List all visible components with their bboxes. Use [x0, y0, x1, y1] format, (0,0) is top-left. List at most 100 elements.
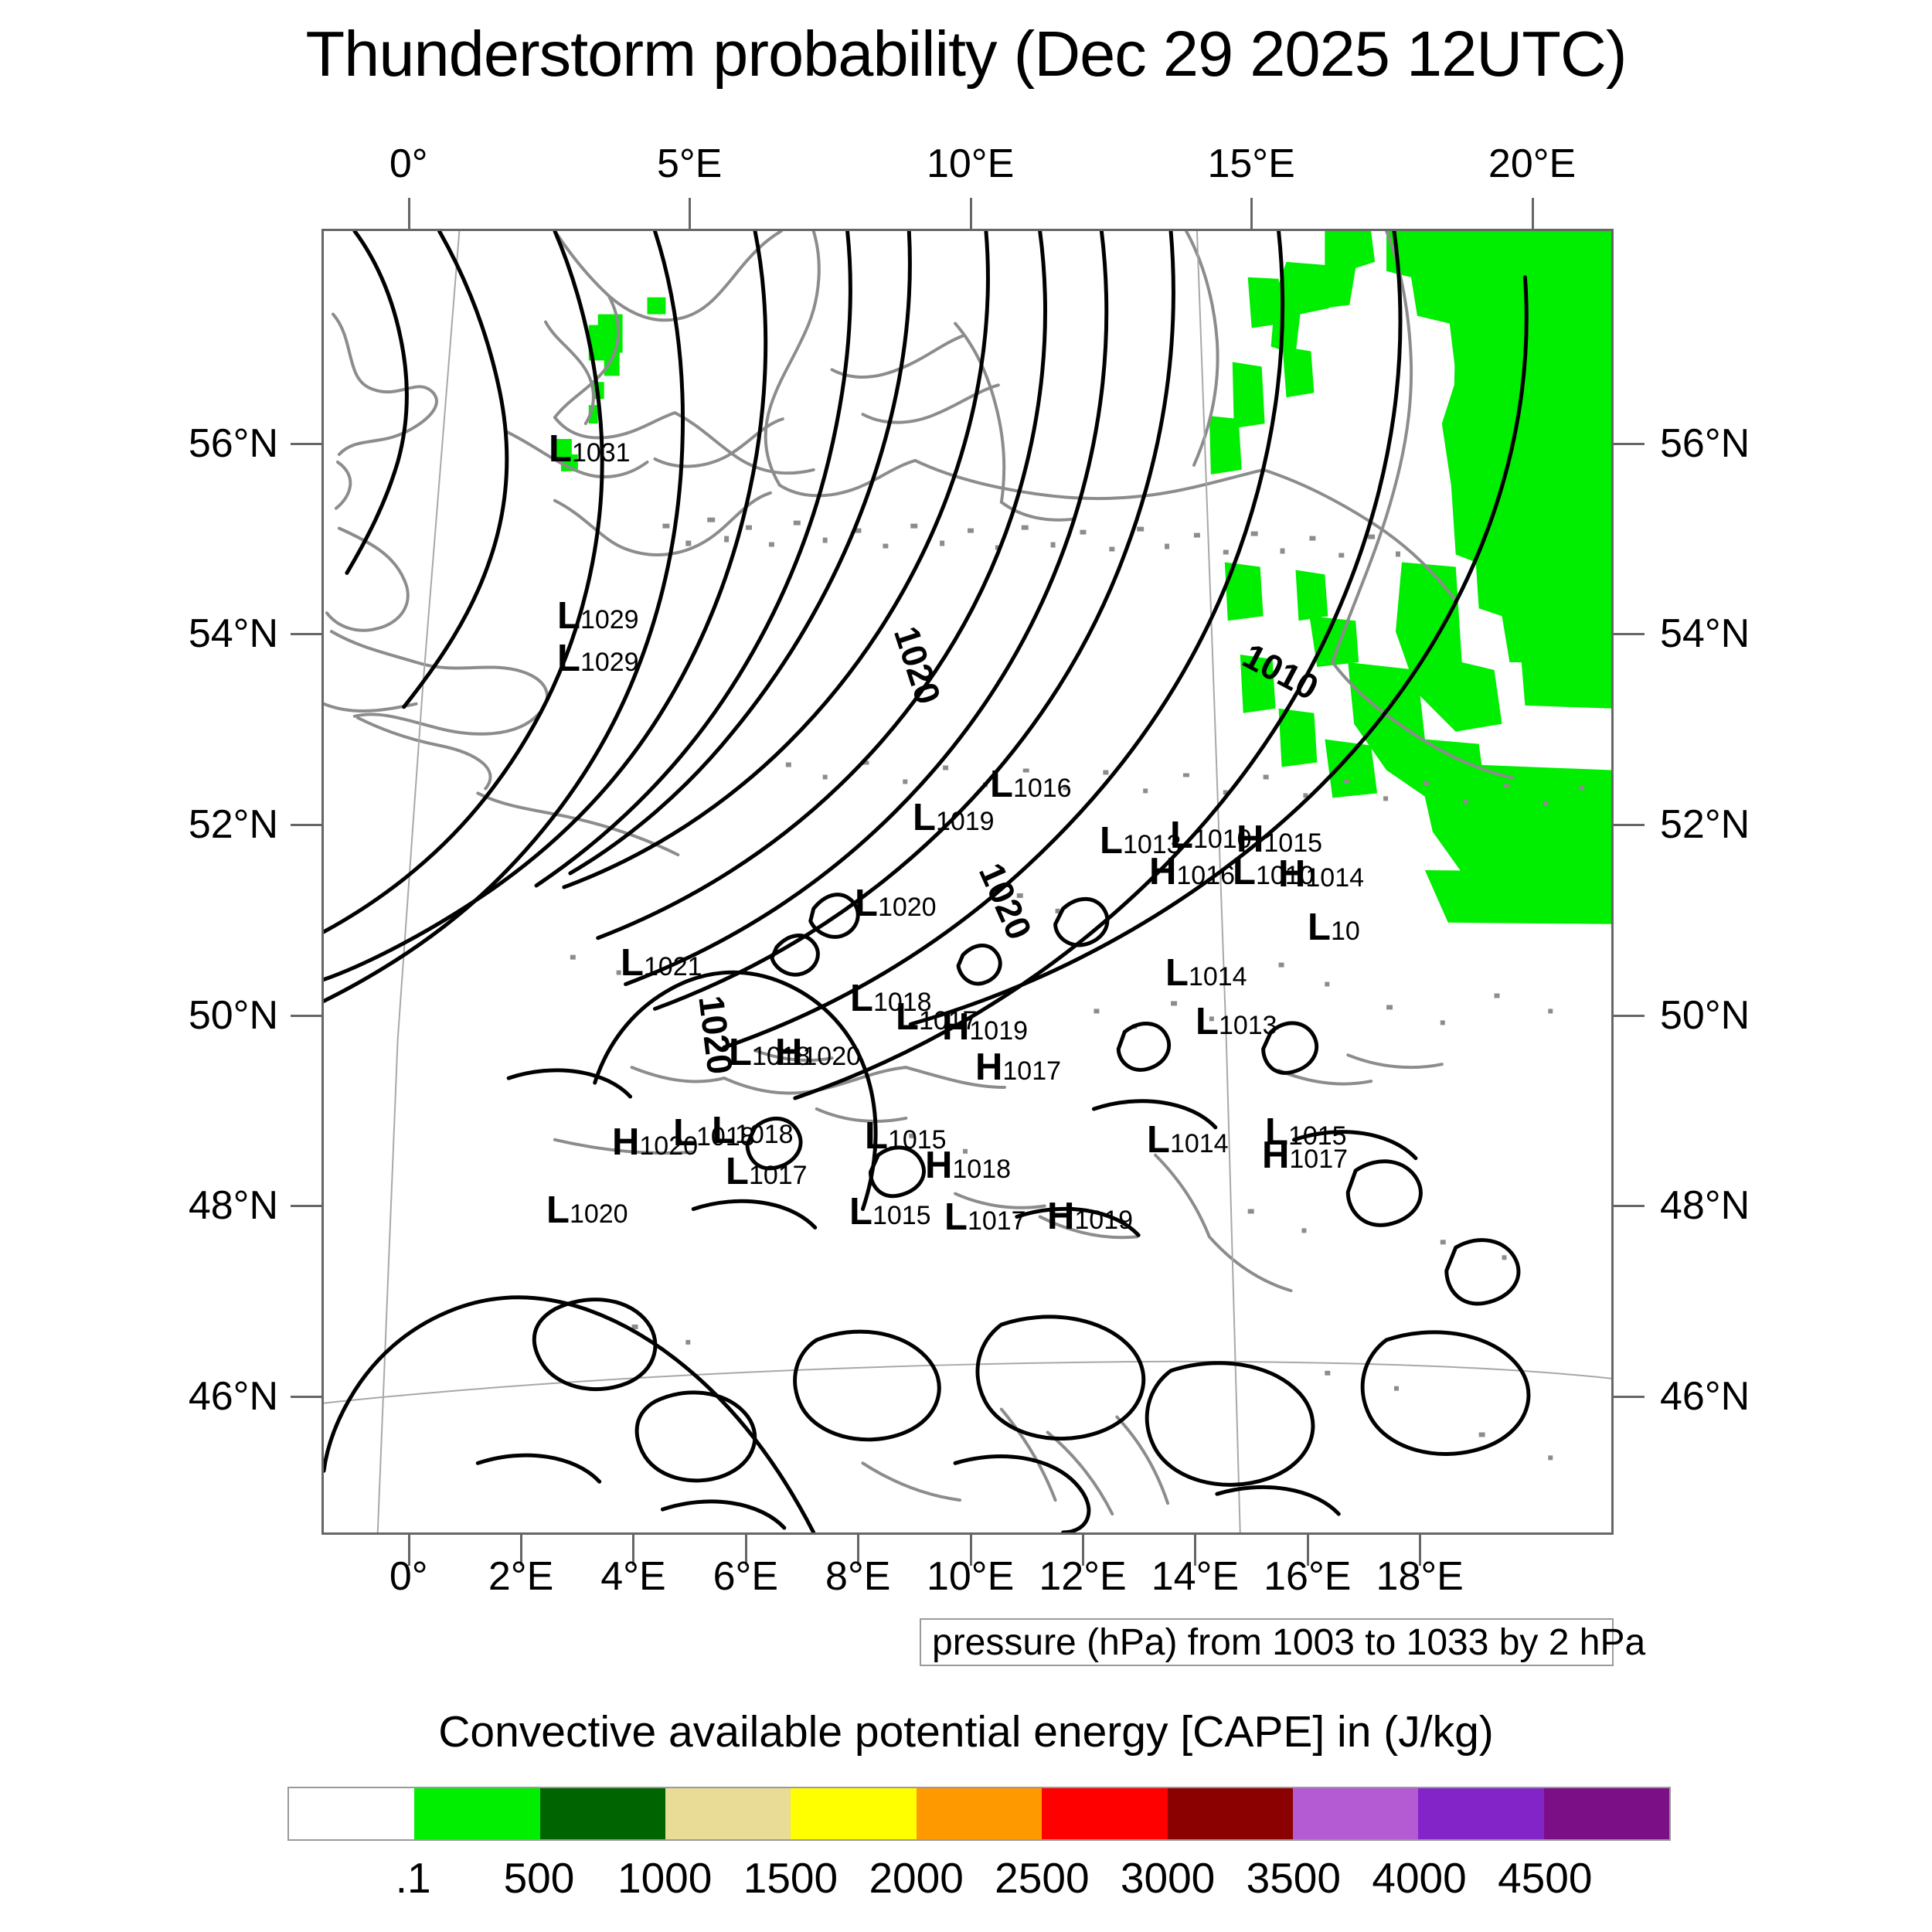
- lon-tick-bottom-2: [632, 1535, 635, 1566]
- pressure-marker-value: 1013: [1122, 830, 1182, 859]
- colorbar-tick-8: 4000: [1372, 1854, 1467, 1902]
- pressure-marker-type: L: [944, 1196, 968, 1238]
- colorbar-swatch-7[interactable]: [1167, 1788, 1293, 1839]
- lon-label-top-2: 10°E: [926, 141, 1015, 186]
- colorbar-swatch-8[interactable]: [1292, 1788, 1419, 1839]
- pressure-marker-value: 1018: [751, 1042, 811, 1071]
- lat-tick-left-3: [291, 1014, 321, 1017]
- lat-tick-left-2: [291, 823, 321, 826]
- pressure-marker-l-24: L1018: [712, 1112, 794, 1150]
- pressure-marker-value: 1017: [967, 1206, 1026, 1236]
- pressure-marker-value: 1014: [1188, 962, 1247, 992]
- lon-label-top-3: 15°E: [1207, 141, 1295, 186]
- colorbar-swatch-9[interactable]: [1418, 1788, 1544, 1839]
- pressure-marker-type: L: [1100, 820, 1123, 862]
- map-canvas: 1020 1020 1010 1020: [324, 231, 1611, 1532]
- pressure-marker-value: 1017: [1289, 1145, 1349, 1174]
- lon-label-bottom-9: 18°E: [1376, 1554, 1464, 1599]
- lat-tick-right-1: [1614, 633, 1645, 636]
- pressure-marker-type: H: [612, 1121, 640, 1163]
- pressure-marker-type: L: [865, 1115, 888, 1157]
- colorbar-tick-1: 500: [503, 1854, 575, 1902]
- colorbar-swatch-10[interactable]: [1543, 1788, 1669, 1839]
- pressure-marker-type: L: [557, 638, 580, 679]
- lon-tick-top-2: [969, 198, 972, 229]
- pressure-marker-l-0: L1031: [549, 430, 631, 468]
- colorbar-title: Convective available potential energy [C…: [438, 1707, 1494, 1757]
- pressure-marker-type: L: [1170, 815, 1193, 856]
- pressure-marker-value: 1029: [580, 605, 639, 634]
- pressure-marker-value: 1031: [571, 438, 631, 468]
- colorbar-swatch-4[interactable]: [791, 1788, 917, 1839]
- pressure-marker-value: 10: [1330, 917, 1360, 946]
- pressure-marker-type: L: [896, 996, 919, 1038]
- pressure-marker-l-2: L1029: [557, 640, 639, 678]
- colorbar-tick-9: 4500: [1498, 1854, 1593, 1902]
- pressure-marker-l-6: L1010: [1170, 817, 1252, 855]
- pressure-marker-l-9: L1010: [1233, 853, 1315, 891]
- cape-shaded-field: [551, 231, 1611, 924]
- pressure-marker-type: L: [726, 1151, 749, 1192]
- lon-tick-bottom-5: [969, 1535, 972, 1566]
- colorbar[interactable]: [287, 1787, 1671, 1841]
- pressure-marker-h-21: H1017: [975, 1049, 1061, 1087]
- colorbar-swatch-0[interactable]: [289, 1788, 415, 1839]
- pressure-marker-type: L: [1265, 1111, 1288, 1153]
- pressure-marker-value: 1010: [1192, 825, 1252, 854]
- pressure-marker-type: H: [1278, 853, 1306, 895]
- lon-tick-bottom-1: [520, 1535, 523, 1566]
- lon-label-bottom-1: 2°E: [488, 1554, 554, 1599]
- colorbar-tick-labels: .1 500 1000 1500 2000 2500 3000 3500 4000 4500: [287, 1853, 1671, 1907]
- lon-tick-bottom-8: [1306, 1535, 1309, 1566]
- colorbar-tick-0: .1: [395, 1854, 431, 1902]
- lon-tick-bottom-6: [1082, 1535, 1085, 1566]
- lat-tick-right-0: [1614, 442, 1645, 445]
- colorbar-swatch-6[interactable]: [1042, 1788, 1168, 1839]
- pressure-marker-type: H: [975, 1046, 1003, 1088]
- pressure-marker-type: L: [729, 1032, 752, 1073]
- pressure-marker-type: L: [549, 428, 572, 470]
- pressure-marker-l-26: L1015: [1265, 1114, 1347, 1151]
- pressure-marker-value: 1013: [1218, 1011, 1277, 1040]
- colorbar-swatch-3[interactable]: [665, 1788, 791, 1839]
- pressure-marker-l-19: L1018: [729, 1034, 811, 1072]
- lon-tick-bottom-4: [857, 1535, 860, 1566]
- lon-tick-top-4: [1531, 198, 1534, 229]
- lat-label-left-4: 48°N: [188, 1183, 278, 1229]
- colorbar-swatch-5[interactable]: [916, 1788, 1043, 1839]
- pressure-marker-l-12: L10: [1308, 909, 1360, 947]
- pressure-marker-type: L: [557, 595, 580, 637]
- pressure-marker-l-5: L1013: [1100, 822, 1182, 860]
- pressure-marker-value: 1014: [1169, 1129, 1229, 1158]
- lat-tick-left-4: [291, 1205, 321, 1208]
- colorbar-swatch-1[interactable]: [414, 1788, 540, 1839]
- pressure-marker-type: L: [1165, 952, 1189, 994]
- pressure-marker-type: L: [990, 764, 1013, 805]
- lat-label-right-3: 50°N: [1660, 992, 1750, 1038]
- pressure-marker-value: 1020: [639, 1131, 699, 1161]
- lat-tick-left-1: [291, 633, 321, 636]
- lon-tick-top-0: [407, 198, 410, 229]
- graticule: [324, 231, 1611, 1532]
- pressure-marker-type: L: [712, 1110, 735, 1151]
- pressure-marker-h-34: H1019: [1047, 1198, 1133, 1236]
- colorbar-tick-3: 1500: [743, 1854, 838, 1902]
- page-title: Thunderstorm probability (Dec 29 2025 12…: [305, 18, 1627, 90]
- colorbar-tick-6: 3000: [1120, 1854, 1216, 1902]
- colorbar-tick-7: 3500: [1246, 1854, 1341, 1902]
- pressure-marker-type: H: [1236, 818, 1264, 860]
- map-plot-area[interactable]: 1020 1020 1010 1020 L1031 L1029 L1029 L1016…: [321, 229, 1614, 1535]
- lat-label-left-2: 52°N: [188, 801, 278, 847]
- pressure-marker-value: 1016: [1176, 861, 1236, 890]
- lon-label-top-0: 0°: [389, 141, 428, 186]
- pressure-marker-value: 1015: [1264, 828, 1323, 858]
- pressure-marker-type: L: [546, 1189, 570, 1231]
- pressure-note-text: pressure (hPa) from 1003 to 1033 by 2 hP…: [932, 1621, 1646, 1663]
- pressure-marker-l-11: L1020: [855, 885, 937, 923]
- pressure-marker-value: 1016: [1012, 774, 1072, 803]
- pressure-marker-value: 1015: [872, 1201, 931, 1230]
- lat-tick-left-5: [291, 1396, 321, 1399]
- colorbar-swatch-2[interactable]: [539, 1788, 666, 1839]
- lat-tick-right-4: [1614, 1205, 1645, 1208]
- lat-label-right-5: 46°N: [1660, 1374, 1750, 1420]
